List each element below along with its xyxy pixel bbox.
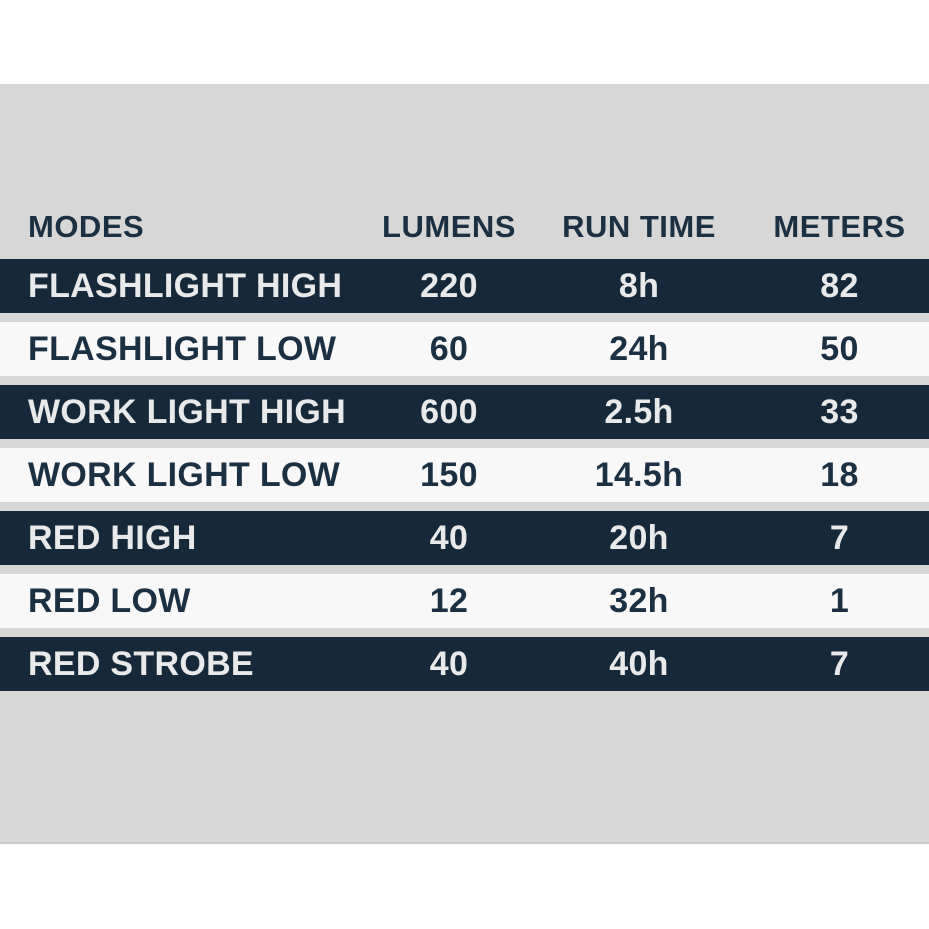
run-time-cell: 32h: [609, 581, 669, 620]
table-body: FLASHLIGHT HIGH 220 8h 82 FLASHLIGHT LOW…: [0, 259, 929, 691]
spec-table: MODES LUMENS RUN TIME METERS FLASHLIGHT …: [0, 207, 929, 700]
table-row: WORK LIGHT LOW 150 14.5h 18: [0, 448, 929, 502]
lumens-cell: 220: [420, 266, 478, 305]
mode-cell: RED HIGH: [28, 518, 197, 557]
mode-cell: WORK LIGHT HIGH: [28, 392, 347, 431]
run-time-cell: 40h: [609, 644, 669, 683]
mode-cell: WORK LIGHT LOW: [28, 455, 341, 494]
mode-cell: FLASHLIGHT HIGH: [28, 266, 343, 305]
column-header-modes: MODES: [28, 209, 145, 244]
lumens-cell: 40: [429, 518, 469, 557]
mode-cell: RED LOW: [28, 581, 191, 620]
meters-cell: 33: [820, 392, 859, 431]
mode-cell: RED STROBE: [28, 644, 254, 683]
column-header-meters: METERS: [773, 209, 906, 244]
run-time-cell: 20h: [609, 518, 669, 557]
table-row: RED HIGH 40 20h 7: [0, 511, 929, 565]
run-time-cell: 24h: [609, 329, 669, 368]
lumens-cell: 60: [429, 329, 469, 368]
mode-cell: FLASHLIGHT LOW: [28, 329, 337, 368]
lumens-cell: 600: [420, 392, 478, 431]
table-row: RED STROBE 40 40h 7: [0, 637, 929, 691]
run-time-cell: 14.5h: [594, 455, 684, 494]
meters-cell: 18: [820, 455, 859, 494]
meters-cell: 1: [829, 581, 850, 620]
table-row: FLASHLIGHT HIGH 220 8h 82: [0, 259, 929, 313]
run-time-cell: 2.5h: [604, 392, 674, 431]
run-time-cell: 8h: [618, 266, 660, 305]
lumens-cell: 12: [429, 581, 469, 620]
table-header-row: MODES LUMENS RUN TIME METERS: [0, 207, 929, 245]
meters-cell: 82: [820, 266, 859, 305]
column-header-run-time: RUN TIME: [562, 209, 716, 244]
meters-cell: 7: [829, 518, 850, 557]
table-row: RED LOW 12 32h 1: [0, 574, 929, 628]
table-row: WORK LIGHT HIGH 600 2.5h 33: [0, 385, 929, 439]
meters-cell: 50: [820, 329, 859, 368]
meters-cell: 7: [829, 644, 850, 683]
column-header-lumens: LUMENS: [382, 209, 516, 244]
lumens-cell: 150: [420, 455, 478, 494]
table-row: FLASHLIGHT LOW 60 24h 50: [0, 322, 929, 376]
lumens-cell: 40: [429, 644, 469, 683]
